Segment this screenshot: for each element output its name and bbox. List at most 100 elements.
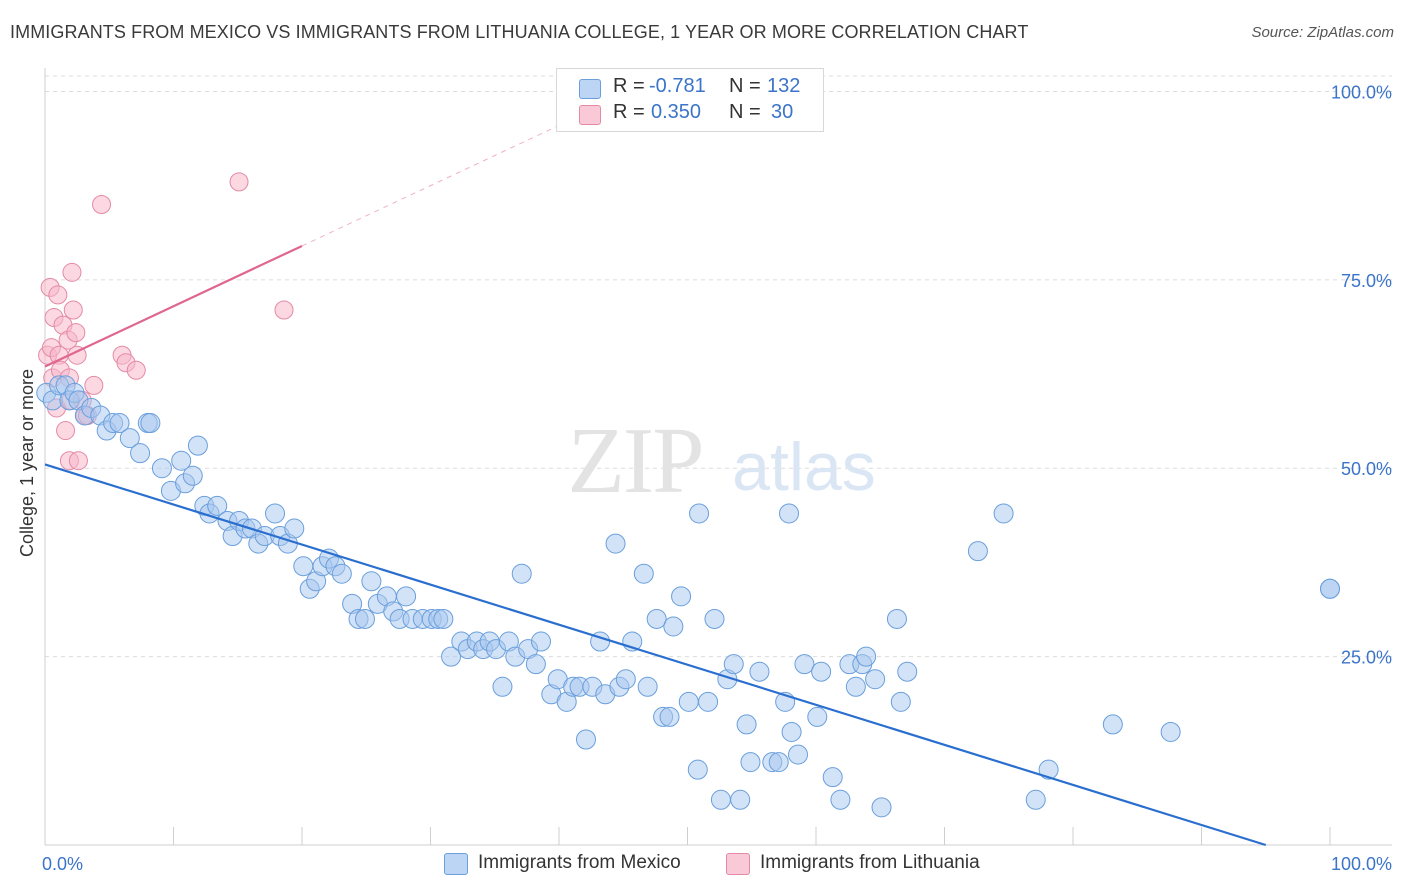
mexico-point-17 (151, 458, 172, 479)
y-tick-label-3: 100.0% (1331, 82, 1392, 102)
mexico-point-22 (187, 435, 208, 456)
mexico-point-14 (130, 443, 151, 464)
mexico-point-130 (1320, 578, 1340, 599)
legend-r-label: R = (613, 75, 645, 97)
mexico-point-107 (779, 503, 800, 524)
axes (44, 68, 1392, 846)
series-name-lithuania: Immigrants from Lithuania (760, 852, 980, 873)
mexico-point-117 (856, 646, 877, 667)
lithuania-point-17 (66, 323, 86, 343)
mexico-point-87 (646, 608, 667, 629)
lithuania-point-19 (68, 451, 88, 471)
series-name-mexico: Immigrants from Mexico (478, 852, 681, 873)
mexico-point-33 (265, 503, 286, 524)
mexico-point-97 (710, 789, 731, 810)
mexico-point-118 (865, 669, 886, 690)
mexico-point-127 (1102, 714, 1123, 735)
mexico-point-123 (967, 541, 988, 562)
grid-lines (45, 75, 1392, 658)
mexico-point-108 (781, 721, 802, 742)
mexico-point-52 (396, 586, 417, 607)
legend-n-value-lithuania: 30 (771, 101, 794, 123)
y-axis-label: College, 1 year or more (17, 369, 37, 557)
lithuania-point-28 (229, 172, 249, 192)
y-tick-label-2: 75.0% (1341, 271, 1392, 291)
legend-swatch-mexico (579, 79, 601, 99)
mexico-point-125 (1025, 789, 1046, 810)
lithuania-point-23 (84, 375, 104, 395)
mexico-trend-line (44, 463, 1267, 847)
mexico-point-126 (1038, 759, 1059, 780)
lithuania-trend-extension (301, 124, 560, 247)
lithuania-point-29 (274, 300, 294, 320)
mexico-point-100 (730, 789, 751, 810)
source-label: Source: ZipAtlas.com (1251, 24, 1394, 41)
mexico-point-70 (525, 654, 546, 675)
x-tick-label-1: 100.0% (1331, 854, 1392, 874)
legend-r-value-lithuania: 0.350 (651, 101, 702, 123)
lithuania-point-24 (92, 195, 112, 215)
mexico-point-122 (897, 661, 918, 682)
mexico-point-95 (698, 691, 719, 712)
x-tick-labels: 0.0% 100.0% (42, 854, 1392, 874)
mexico-point-65 (492, 676, 513, 697)
mexico-point-119 (871, 797, 892, 818)
legend-r-value-mexico: -0.781 (649, 75, 706, 97)
mexico-point-25 (207, 495, 228, 516)
lithuania-point-27 (126, 360, 146, 380)
mexico-point-99 (723, 654, 744, 675)
mexico-point-109 (788, 744, 809, 765)
lithuania-points (38, 172, 294, 471)
mexico-point-102 (740, 752, 761, 773)
legend-r-label: R = (613, 101, 645, 123)
mexico-point-90 (663, 616, 684, 637)
mexico-point-43 (331, 563, 352, 584)
mexico-point-46 (354, 608, 375, 629)
mexico-point-111 (807, 706, 828, 727)
mexico-point-128 (1160, 721, 1181, 742)
legend-n-label: N = (729, 101, 761, 123)
mexico-point-121 (890, 691, 911, 712)
trend-lines (44, 124, 1267, 847)
mexico-point-101 (736, 714, 757, 735)
mexico-points (36, 375, 1340, 818)
mexico-point-110 (794, 654, 815, 675)
mexico-point-77 (575, 729, 596, 750)
legend-n-label: N = (729, 75, 761, 97)
lithuania-point-10 (56, 421, 76, 441)
mexico-point-57 (433, 608, 454, 629)
mexico-point-124 (993, 503, 1014, 524)
chart-title: IMMIGRANTS FROM MEXICO VS IMMIGRANTS FRO… (10, 22, 1029, 42)
mexico-point-131 (811, 661, 832, 682)
mexico-point-36 (284, 518, 305, 539)
legend-n-value-mexico: 132 (767, 75, 801, 97)
stats-legend: R = -0.781 N = 132 R = 0.350 N = 30 (556, 68, 824, 132)
mexico-point-103 (749, 661, 770, 682)
mexico-point-120 (886, 608, 907, 629)
mexico-point-86 (637, 676, 658, 697)
watermark-atlas: atlas (732, 429, 876, 505)
watermark: ZIP atlas (568, 409, 876, 513)
mexico-point-19 (171, 450, 192, 471)
series-swatch-lithuania (726, 853, 750, 875)
y-tick-label-0: 25.0% (1341, 648, 1392, 668)
lithuania-point-15 (62, 262, 82, 282)
mexico-point-89 (659, 706, 680, 727)
mexico-point-12 (109, 413, 130, 434)
mexico-point-68 (511, 563, 532, 584)
mexico-point-37 (293, 556, 314, 577)
y-tick-labels: 25.0% 50.0% 75.0% 100.0% (1331, 82, 1392, 667)
mexico-point-93 (687, 759, 708, 780)
mexico-point-94 (689, 503, 710, 524)
mexico-point-105 (768, 752, 789, 773)
y-tick-label-1: 50.0% (1341, 459, 1392, 479)
mexico-point-71 (531, 631, 552, 652)
mexico-point-115 (845, 676, 866, 697)
mexico-point-21 (182, 465, 203, 486)
mexico-point-92 (678, 691, 699, 712)
legend-swatch-lithuania (579, 105, 601, 125)
lithuania-point-6 (48, 285, 68, 305)
watermark-zip: ZIP (568, 409, 703, 513)
mexico-point-112 (822, 767, 843, 788)
